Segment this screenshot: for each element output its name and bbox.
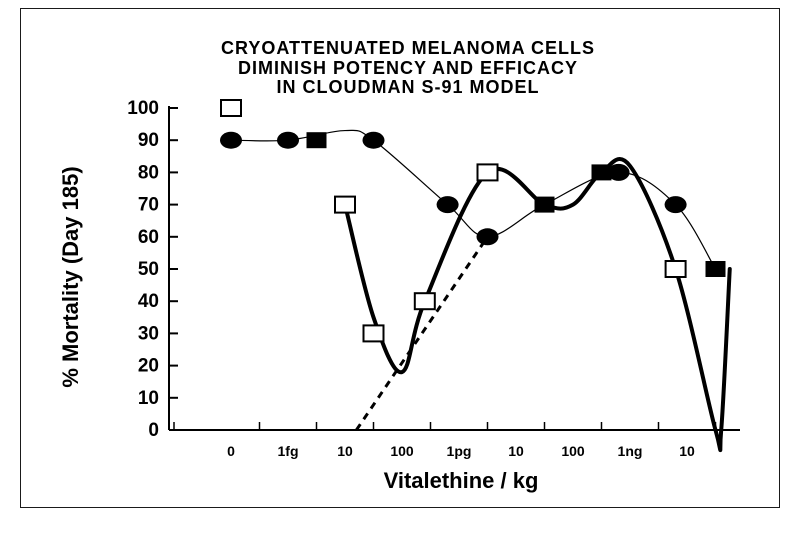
y-tick-label: 80	[138, 162, 159, 183]
x-tick-label: 100	[561, 443, 585, 459]
y-tick-label: 30	[138, 323, 159, 344]
y-tick-label: 0	[148, 420, 159, 441]
chart-title: CRYOATTENUATED MELANOMA CELLS DIMINISH P…	[221, 38, 595, 97]
y-axis-title: % Mortality (Day 185)	[58, 166, 83, 387]
y-tick-labels: 0 10 20 30 40 50 60 70 80 90 100	[127, 98, 159, 441]
open-square-point	[362, 324, 385, 343]
x-tick-label: 10	[337, 443, 353, 459]
title-line-2: DIMINISH POTENCY AND EFFICACY	[238, 58, 578, 78]
open-square-point	[476, 163, 499, 182]
open-square-point	[664, 260, 687, 278]
open-square-point	[220, 99, 242, 117]
x-tick-labels: 0 1fg 10 100 1pg 10 100 1ng 10	[227, 443, 695, 459]
x-tick-label: 10	[679, 443, 695, 459]
data-markers	[220, 99, 726, 343]
thin-fitted-curve	[230, 129, 717, 270]
x-tick-label: 1pg	[447, 443, 472, 459]
figure-frame: CRYOATTENUATED MELANOMA CELLS DIMINISH P…	[20, 8, 780, 508]
x-tick-label: 1fg	[278, 443, 299, 459]
filled-square-point	[591, 164, 612, 181]
title-line-1: CRYOATTENUATED MELANOMA CELLS	[221, 38, 595, 58]
x-tick-label: 10	[508, 443, 524, 459]
y-tick-label: 60	[138, 227, 159, 248]
y-tick-label: 100	[127, 98, 159, 119]
mortality-chart: CRYOATTENUATED MELANOMA CELLS DIMINISH P…	[58, 38, 740, 493]
open-square-point	[334, 195, 356, 214]
y-tick-label: 50	[138, 259, 159, 280]
title-line-3: IN CLOUDMAN S-91 MODEL	[276, 77, 539, 97]
filled-circle-point	[362, 131, 385, 149]
filled-circle-point	[220, 131, 242, 149]
filled-circle-point	[476, 228, 499, 246]
y-tick-label: 90	[138, 130, 159, 151]
x-tick-label: 1ng	[618, 443, 643, 459]
thick-fitted-curve	[343, 157, 732, 453]
filled-circle-point	[436, 196, 459, 214]
filled-circle-point	[607, 163, 630, 181]
filled-square-point	[705, 261, 726, 277]
filled-circle-point	[277, 131, 299, 149]
y-tick-label: 70	[138, 195, 159, 216]
fitted-curves	[230, 129, 732, 453]
x-tick-label: 100	[390, 443, 414, 459]
y-tick-label: 20	[138, 356, 159, 377]
x-axis-title: Vitalethine / kg	[384, 468, 539, 493]
filled-square-point	[306, 132, 327, 149]
open-square-point	[413, 292, 436, 311]
y-tick-label: 40	[138, 291, 159, 312]
axes	[168, 106, 740, 431]
y-tick-label: 10	[138, 388, 159, 409]
filled-square-point	[534, 196, 555, 213]
filled-circle-point	[664, 196, 687, 214]
x-tick-label: 0	[227, 443, 235, 459]
